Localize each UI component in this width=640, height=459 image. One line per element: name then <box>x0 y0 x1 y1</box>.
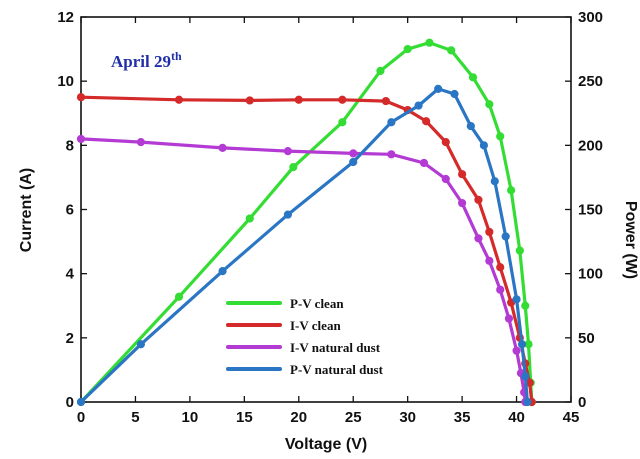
data-point-p-v-natural-dust <box>479 141 488 150</box>
y-right-tick-label: 300 <box>578 9 603 26</box>
y-right-tick-label: 150 <box>578 202 603 219</box>
data-point-p-v-natural-dust <box>136 340 145 349</box>
data-point-p-v-clean <box>507 186 516 195</box>
x-tick-label: 40 <box>508 409 525 426</box>
data-point-p-v-natural-dust <box>512 295 521 304</box>
data-point-i-v-natural-dust <box>387 150 396 159</box>
data-point-i-v-natural-dust <box>512 346 521 355</box>
x-tick-label: 45 <box>563 409 580 426</box>
data-point-i-v-natural-dust <box>419 158 429 168</box>
x-tick-label: 10 <box>182 409 199 426</box>
x-tick-label: 35 <box>454 409 471 426</box>
y-right-tick-label: 100 <box>578 266 603 283</box>
data-point-i-v-natural-dust <box>474 234 483 243</box>
x-tick-label: 0 <box>77 409 85 426</box>
legend-label-p-v-natural-dust: P-V natural dust <box>290 362 384 377</box>
data-point-i-v-natural-dust <box>349 149 358 158</box>
data-point-p-v-natural-dust <box>517 340 527 349</box>
data-point-i-v-natural-dust <box>485 256 494 265</box>
legend-label-i-v-natural-dust: I-V natural dust <box>290 340 381 355</box>
data-point-i-v-natural-dust <box>283 147 292 156</box>
y-left-tick-label: 12 <box>57 9 74 26</box>
y-left-tick-label: 10 <box>57 73 74 90</box>
data-point-i-v-clean <box>422 117 431 126</box>
data-point-p-v-clean <box>289 163 298 172</box>
data-point-i-v-clean <box>381 96 390 106</box>
data-point-p-v-clean <box>468 73 478 82</box>
series-line-p-v-natural-dust <box>79 87 529 404</box>
data-point-p-v-natural-dust <box>521 372 530 381</box>
data-point-i-v-natural-dust <box>218 143 227 152</box>
data-point-i-v-clean <box>174 95 184 104</box>
series-line-p-v-clean <box>79 41 534 404</box>
y-left-tick-label: 0 <box>66 394 74 411</box>
data-point-i-v-natural-dust <box>496 285 505 294</box>
y-axis-right-title: Power (W) <box>622 201 639 279</box>
data-point-p-v-natural-dust <box>349 157 358 167</box>
data-point-i-v-clean <box>496 263 505 272</box>
data-point-i-v-clean <box>294 95 303 104</box>
y-right-tick-label: 250 <box>578 73 603 90</box>
data-point-p-v-natural-dust <box>414 101 423 110</box>
date-annotation: April 29th <box>111 49 182 71</box>
data-point-p-v-natural-dust <box>218 267 227 276</box>
data-point-p-v-clean <box>338 118 347 127</box>
data-point-i-v-clean <box>338 95 347 104</box>
data-point-i-v-clean <box>485 227 494 237</box>
y-right-tick-label: 0 <box>578 394 586 411</box>
data-point-p-v-clean <box>515 246 524 255</box>
y-axis-left-title: Current (A) <box>18 168 35 252</box>
data-point-p-v-clean <box>447 46 456 55</box>
data-point-p-v-natural-dust <box>523 397 532 407</box>
data-point-p-v-clean <box>485 100 494 109</box>
x-tick-label: 25 <box>345 409 362 426</box>
data-point-i-v-clean <box>458 170 467 179</box>
data-point-i-v-natural-dust <box>441 174 450 184</box>
data-point-p-v-natural-dust <box>76 397 86 407</box>
y-left-tick-label: 6 <box>66 202 74 219</box>
data-point-p-v-clean <box>521 301 530 310</box>
x-tick-label: 15 <box>236 409 253 426</box>
data-point-p-v-natural-dust <box>434 84 443 93</box>
data-point-p-v-clean <box>174 292 184 301</box>
data-point-i-v-clean <box>441 138 450 147</box>
legend-label-p-v-clean: P-V clean <box>290 296 344 311</box>
data-point-p-v-natural-dust <box>466 121 475 131</box>
data-point-p-v-clean <box>245 214 254 223</box>
data-point-i-v-natural-dust <box>136 138 145 147</box>
x-tick-label: 20 <box>290 409 307 426</box>
data-point-i-v-clean <box>76 93 86 102</box>
data-point-i-v-natural-dust <box>504 314 514 323</box>
x-axis-title: Voltage (V) <box>285 436 367 453</box>
legend-label-i-v-clean: I-V clean <box>290 318 341 333</box>
data-point-i-v-clean <box>245 96 254 105</box>
x-tick-label: 5 <box>131 409 139 426</box>
data-point-p-v-natural-dust <box>283 210 292 219</box>
y-left-tick-label: 2 <box>66 330 74 347</box>
date-annotation-superscript: th <box>171 49 182 63</box>
y-right-tick-label: 200 <box>578 137 603 154</box>
data-point-i-v-clean <box>474 195 483 204</box>
y-right-tick-label: 50 <box>578 330 595 347</box>
date-annotation-main: April 29 <box>111 52 171 71</box>
data-point-p-v-natural-dust <box>450 89 459 99</box>
data-point-i-v-natural-dust <box>76 134 86 144</box>
data-point-p-v-natural-dust <box>501 232 510 241</box>
x-tick-label: 30 <box>399 409 416 426</box>
data-point-i-v-natural-dust <box>458 198 467 208</box>
data-point-p-v-natural-dust <box>387 118 396 127</box>
data-point-p-v-clean <box>425 38 434 47</box>
y-left-tick-label: 8 <box>66 137 74 154</box>
data-point-p-v-clean <box>376 66 385 76</box>
data-point-p-v-clean <box>403 44 412 54</box>
y-left-tick-label: 4 <box>66 266 75 283</box>
data-point-p-v-natural-dust <box>490 177 499 186</box>
data-point-p-v-clean <box>496 132 505 141</box>
